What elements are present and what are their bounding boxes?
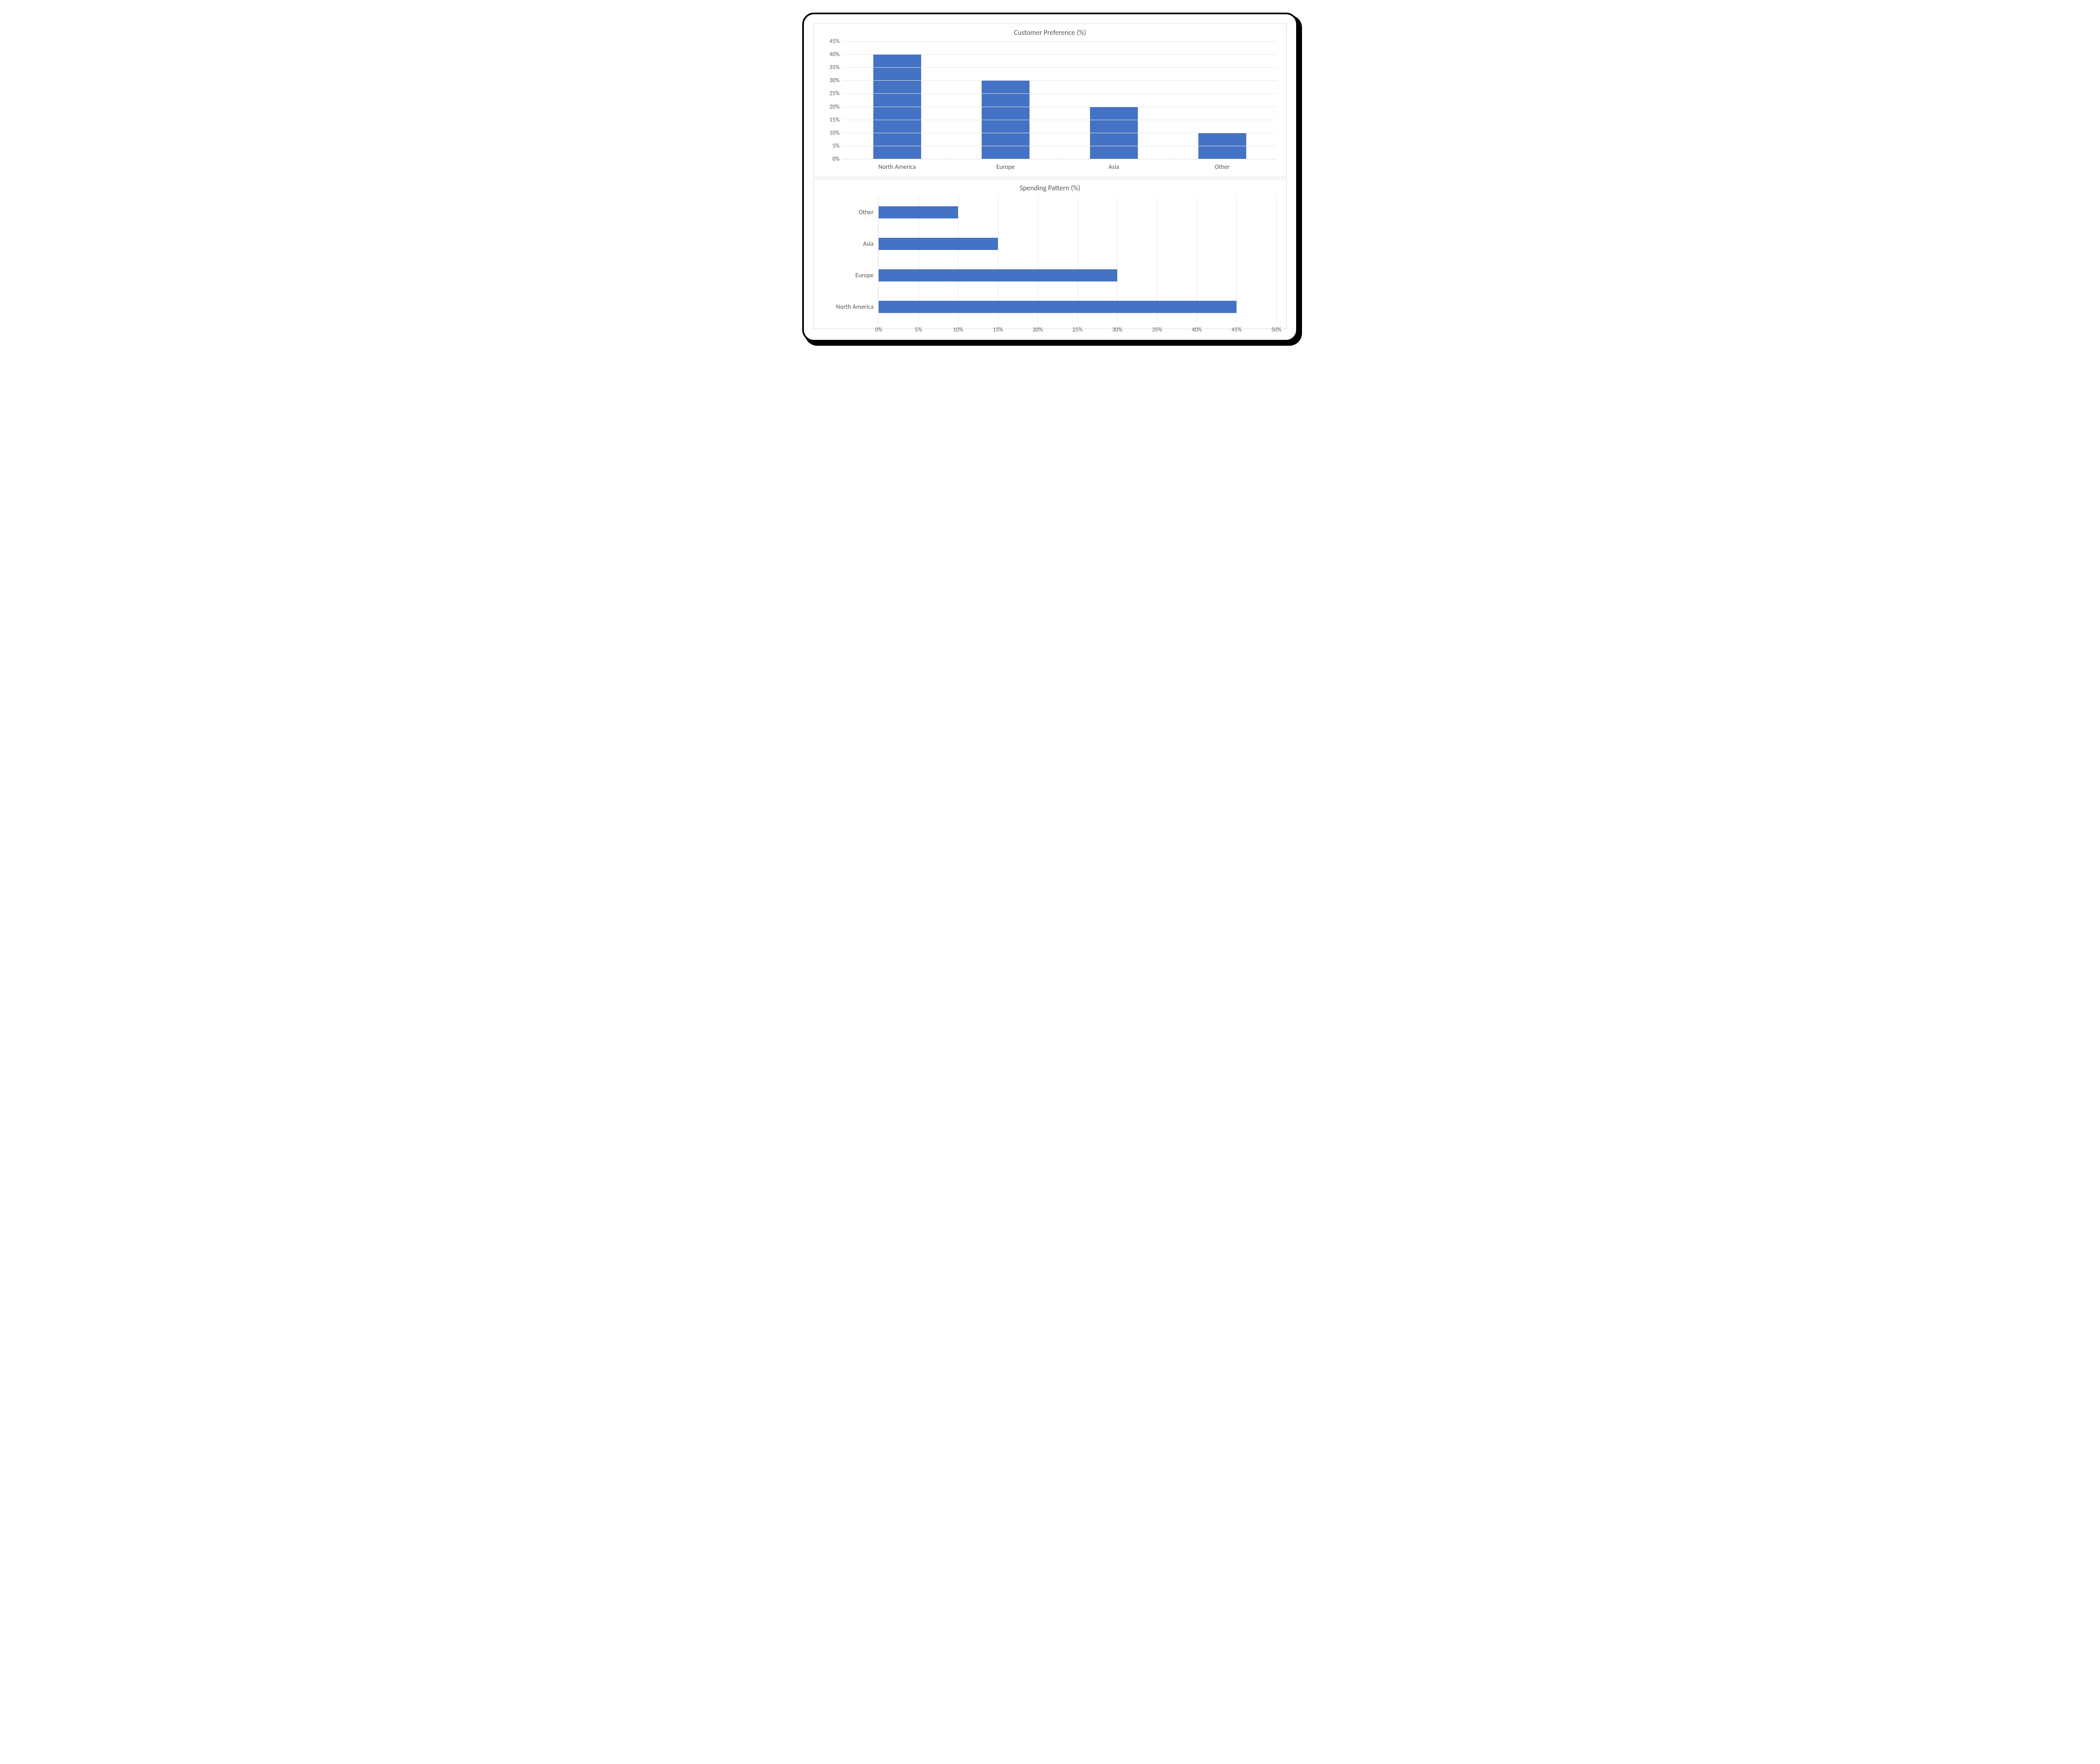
y-tick-mark bbox=[876, 291, 879, 292]
y-tick-label: 5% bbox=[819, 142, 840, 149]
bar bbox=[879, 269, 1117, 281]
spending-pattern-chart: Spending Pattern (%) 0%5%10%15%20%25%30%… bbox=[813, 179, 1287, 329]
x-category-label: Other bbox=[1168, 163, 1276, 171]
x-tick-label: 10% bbox=[953, 326, 963, 333]
bar-slot bbox=[843, 41, 951, 159]
x-tick-label: 15% bbox=[993, 326, 1003, 333]
bar-slot bbox=[1168, 41, 1276, 159]
y-category-label: Other bbox=[820, 209, 874, 216]
x-tick-label: 25% bbox=[1072, 326, 1082, 333]
x-category-label: North America bbox=[843, 163, 951, 171]
x-tick-label: 30% bbox=[1112, 326, 1122, 333]
gridline bbox=[843, 41, 1276, 42]
x-tick-label: 40% bbox=[1192, 326, 1202, 333]
chart-frame: Customer Preference (%) 0%5%10%15%20%25%… bbox=[802, 13, 1298, 342]
x-tick-label: 20% bbox=[1033, 326, 1043, 333]
gridline bbox=[843, 67, 1276, 68]
chart-title: Customer Preference (%) bbox=[819, 28, 1281, 37]
gridline bbox=[1276, 197, 1277, 323]
y-tick-label: 40% bbox=[819, 51, 840, 58]
plot-area: 0%5%10%15%20%25%30%35%40%45%50%OtherAsia… bbox=[878, 197, 1276, 323]
y-tick-label: 35% bbox=[819, 64, 840, 71]
x-axis-labels: North AmericaEuropeAsiaOther bbox=[843, 163, 1276, 171]
y-tick-label: 20% bbox=[819, 103, 840, 110]
y-category-label: North America bbox=[820, 303, 874, 311]
x-tick-label: 45% bbox=[1231, 326, 1242, 333]
chart-body: 0%5%10%15%20%25%30%35%40%45% North Ameri… bbox=[819, 41, 1281, 171]
plot-area: 0%5%10%15%20%25%30%35%40%45% bbox=[843, 41, 1276, 159]
bar-slot bbox=[1060, 41, 1168, 159]
gridline bbox=[843, 93, 1276, 94]
y-tick-label: 10% bbox=[819, 129, 840, 136]
customer-preference-chart: Customer Preference (%) 0%5%10%15%20%25%… bbox=[813, 24, 1287, 177]
gridline bbox=[843, 80, 1276, 81]
x-tick-label: 35% bbox=[1152, 326, 1162, 333]
y-category-label: Europe bbox=[820, 272, 874, 279]
bar bbox=[879, 301, 1236, 313]
x-tick-mark bbox=[1276, 159, 1277, 161]
x-tick-label: 5% bbox=[915, 326, 922, 333]
bar-slot bbox=[951, 41, 1060, 159]
y-tick-label: 0% bbox=[819, 155, 840, 163]
y-tick-label: 15% bbox=[819, 116, 840, 123]
gridline bbox=[843, 54, 1276, 55]
bar bbox=[879, 206, 958, 218]
x-tick-mark bbox=[951, 159, 952, 161]
y-tick-label: 30% bbox=[819, 77, 840, 84]
x-tick-label: 50% bbox=[1271, 326, 1281, 333]
x-tick-label: 0% bbox=[875, 326, 882, 333]
bars-container bbox=[843, 41, 1276, 159]
x-category-label: Asia bbox=[1060, 163, 1168, 171]
chart-body: 0%5%10%15%20%25%30%35%40%45%50%OtherAsia… bbox=[819, 197, 1281, 323]
y-tick-label: 25% bbox=[819, 90, 840, 97]
gridline bbox=[1236, 197, 1237, 323]
x-category-label: Europe bbox=[951, 163, 1060, 171]
chart-title: Spending Pattern (%) bbox=[819, 184, 1281, 192]
bar bbox=[879, 238, 998, 250]
y-tick-label: 45% bbox=[819, 38, 840, 45]
y-category-label: Asia bbox=[820, 240, 874, 248]
y-tick-mark bbox=[876, 228, 879, 229]
